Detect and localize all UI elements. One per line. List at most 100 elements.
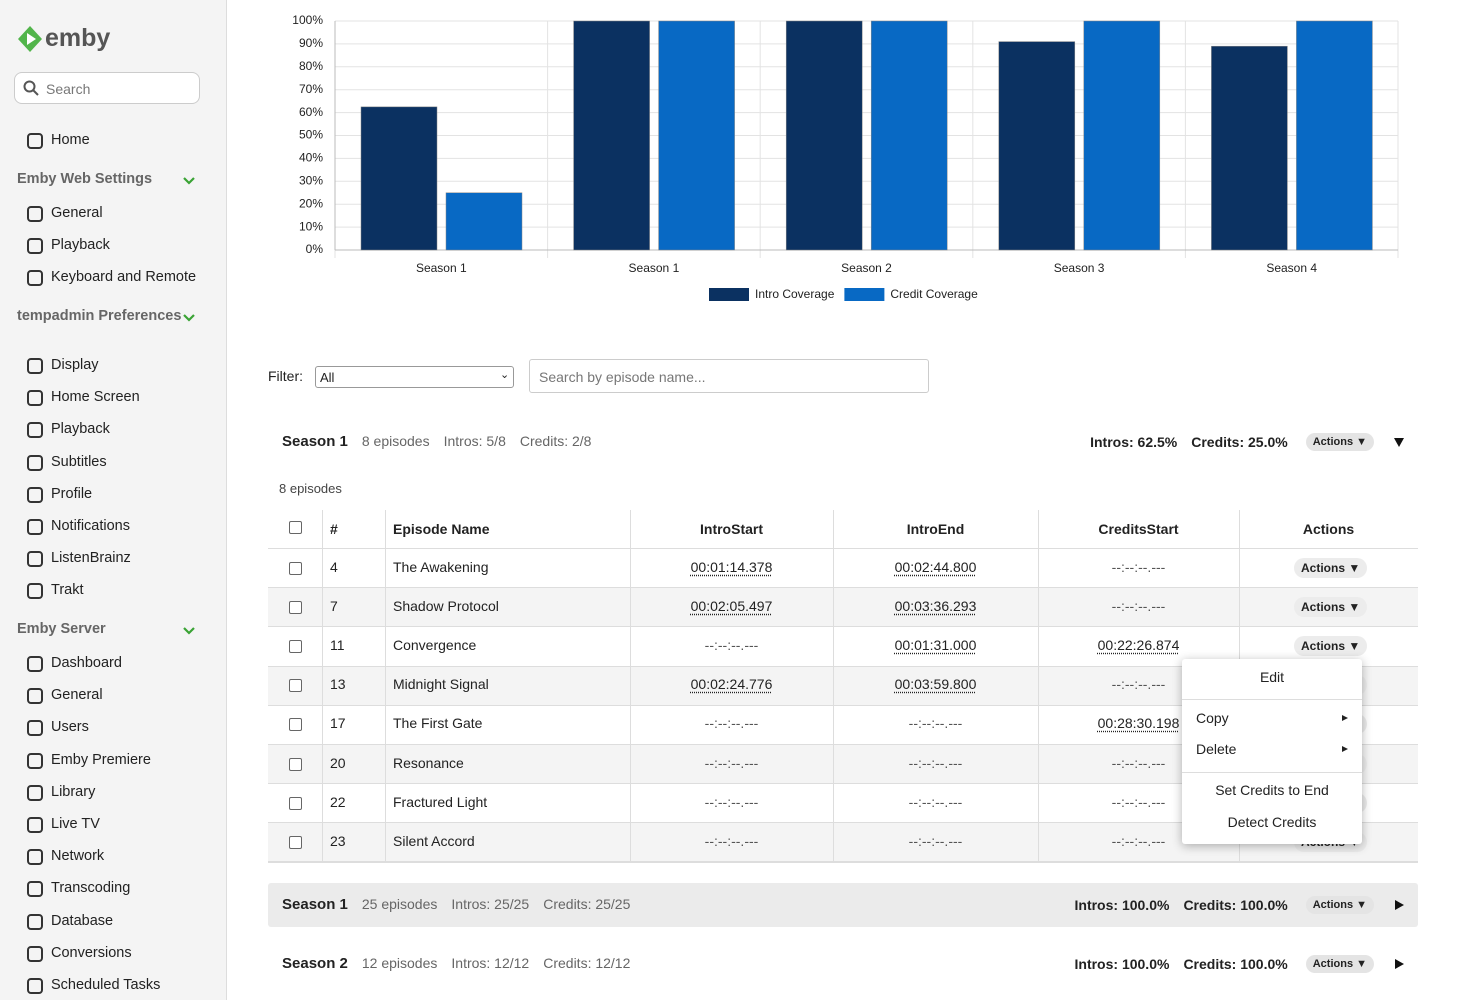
y-tick-label: 10% [299, 219, 323, 233]
nav-item[interactable]: Conversions [51, 944, 132, 961]
season-intros: Intros: 25/25 [451, 896, 530, 912]
nav-item[interactable]: Library [51, 783, 96, 800]
menu-item[interactable]: Delete [1196, 741, 1237, 757]
section-header[interactable]: Emby Web Settings [17, 171, 153, 187]
season-header[interactable]: Season 1 8 episodes Intros: 5/8 Credits: 2/… [268, 420, 1418, 464]
icon-shape [27, 817, 43, 833]
menu-item[interactable]: Set Credits to End [1215, 782, 1329, 798]
timestamp: --:--:--.--- [704, 832, 759, 849]
season-header[interactable]: Season 2 12 episodes Intros: 12/12 Credits:… [268, 942, 1418, 986]
checkbox[interactable] [289, 639, 302, 653]
nav-item[interactable]: Profile [51, 485, 93, 502]
episode-number: 13 [330, 676, 346, 693]
season-header[interactable]: Season 1 25 episodes Intros: 25/25 Credits:… [268, 883, 1418, 927]
nav-item[interactable]: Dashboard [51, 655, 122, 671]
episode-search[interactable]: Search by episode name... [529, 359, 929, 393]
nav-item[interactable]: Transcoding [51, 880, 131, 897]
chevron[interactable] [182, 176, 196, 186]
search-box[interactable]: Search [14, 72, 200, 104]
checkbox[interactable] [289, 757, 302, 771]
nav-item[interactable]: Home Screen [51, 389, 140, 406]
timestamp: --:--:--.--- [1111, 597, 1166, 614]
bar [1296, 20, 1373, 251]
nav-item[interactable]: Subtitles [51, 453, 107, 470]
season-toggle[interactable] [1393, 958, 1405, 970]
section-header[interactable]: Emby Server [17, 621, 106, 637]
season-actions[interactable]: Actions ▼ [1305, 896, 1374, 914]
nav-item[interactable]: Playback [51, 421, 110, 438]
checkbox[interactable] [289, 796, 302, 810]
checkbox[interactable] [289, 718, 302, 732]
season-toggle[interactable] [1393, 436, 1405, 448]
submenu-arrow [1342, 715, 1348, 721]
nav-item[interactable]: Scheduled Tasks [51, 977, 161, 993]
timestamp: --:--:--.--- [704, 636, 759, 653]
nav-item[interactable]: Database [51, 912, 114, 929]
row-line [268, 822, 1418, 824]
episode-number: 22 [330, 793, 346, 810]
icon-shape [27, 688, 43, 705]
checkbox[interactable] [289, 679, 302, 693]
bar [658, 20, 735, 251]
bar [998, 41, 1076, 251]
nav-item[interactable]: General [51, 687, 103, 704]
episode-name: Silent Accord [393, 832, 475, 849]
nav-icon [27, 238, 43, 255]
nav-icon [27, 583, 43, 600]
nav-item[interactable]: Home [51, 132, 90, 148]
nav-item[interactable]: Display [51, 357, 99, 373]
x-tick-label: Season 1 [416, 261, 467, 275]
chevron[interactable] [182, 313, 196, 323]
season-intro_pct: Intros: 100.0% [1074, 956, 1170, 972]
nav-icon [27, 454, 43, 471]
timestamp[interactable]: 00:01:14.378 [690, 558, 773, 575]
timestamp: --:--:--.--- [704, 715, 759, 732]
nav-item[interactable]: Notifications [51, 518, 130, 534]
filter-select[interactable]: All ⌄ [315, 366, 514, 388]
timestamp[interactable]: 00:03:36.293 [894, 597, 977, 614]
row-actions[interactable]: Actions ▼ [1294, 557, 1368, 578]
timestamp[interactable]: 00:02:24.776 [690, 676, 773, 693]
nav-item[interactable]: Users [51, 719, 89, 736]
nav-item[interactable]: Playback [51, 237, 110, 254]
checkbox[interactable] [289, 521, 302, 534]
checkbox[interactable] [289, 600, 302, 614]
icon-shape [27, 881, 43, 898]
timestamp[interactable]: 00:28:30.198 [1097, 715, 1180, 732]
submenu-arrow [1342, 746, 1348, 752]
timestamp: --:--:--.--- [1111, 558, 1166, 575]
timestamp[interactable]: 00:03:59.800 [894, 676, 977, 693]
checkbox[interactable] [289, 835, 302, 849]
nav-icon [27, 270, 43, 287]
season-episodes: 8 episodes [361, 433, 430, 449]
season-actions[interactable]: Actions ▼ [1305, 433, 1374, 451]
timestamp[interactable]: 00:01:31.000 [894, 636, 977, 653]
nav-item[interactable]: Emby Premiere [51, 751, 151, 768]
row-actions[interactable]: Actions ▼ [1294, 635, 1368, 656]
row-actions[interactable]: Actions ▼ [1294, 596, 1368, 617]
nav-item[interactable]: Keyboard and Remote [51, 269, 197, 286]
nav-item[interactable]: General [51, 205, 103, 221]
timestamp[interactable]: 00:02:05.497 [690, 597, 773, 614]
menu-item[interactable]: Detect Credits [1227, 814, 1317, 830]
nav-item[interactable]: Live TV [51, 816, 100, 832]
season-intro_pct: Intros: 100.0% [1074, 897, 1170, 913]
season-actions[interactable]: Actions ▼ [1305, 955, 1374, 973]
y-tick-label: 100% [292, 13, 323, 27]
icon-shape [27, 206, 43, 222]
timestamp[interactable]: 00:02:44.800 [894, 558, 977, 575]
y-tick-label: 60% [299, 105, 323, 119]
menu-item[interactable]: Copy [1196, 710, 1229, 726]
nav-item[interactable]: Network [51, 848, 105, 865]
episode-number: 7 [330, 597, 338, 614]
timestamp[interactable]: 00:22:26.874 [1097, 636, 1180, 653]
toggle-shape [1395, 959, 1404, 969]
nav-item[interactable]: Trakt [51, 582, 84, 599]
menu-item[interactable]: Edit [1259, 669, 1285, 685]
nav-icon [27, 688, 43, 705]
nav-item[interactable]: ListenBrainz [51, 550, 131, 567]
chevron[interactable] [182, 626, 196, 636]
section-header[interactable]: tempadmin Preferences [17, 308, 182, 324]
checkbox[interactable] [289, 561, 302, 575]
season-toggle[interactable] [1393, 899, 1405, 911]
